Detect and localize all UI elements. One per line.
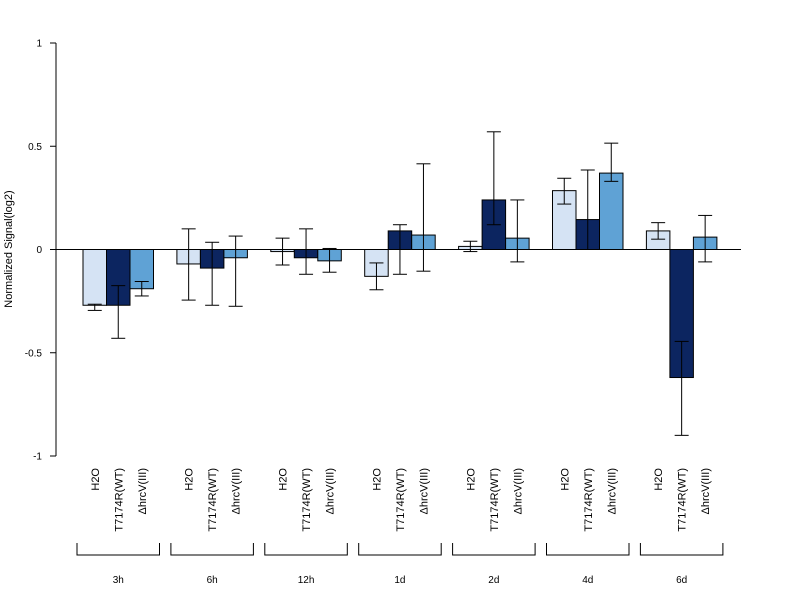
category-label: ΔhrcV(III) <box>512 468 524 514</box>
x-labels: H2O T7174R(WT) ΔhrcV(III) H2O T7174R(WT) Δhrc… <box>90 468 712 532</box>
category-label: ΔhrcV(III) <box>418 468 430 514</box>
y-axis: 1 0.5 0 -0.5 -1 <box>25 39 57 463</box>
group-label: 3h <box>113 575 124 586</box>
group-bracket <box>170 543 254 556</box>
group-bracket <box>546 543 630 556</box>
y-tick-label: -0.5 <box>25 348 43 359</box>
y-tick-label: 0 <box>36 245 42 256</box>
group-bracket <box>264 543 348 556</box>
y-tick-label: 1 <box>36 39 42 50</box>
category-label: H2O <box>278 468 290 491</box>
group-label: 1d <box>394 575 405 586</box>
category-label: ΔhrcV(III) <box>606 468 618 514</box>
group-bracket <box>358 543 442 556</box>
category-label: T7174R(WT) <box>207 468 219 532</box>
category-label: T7174R(WT) <box>113 468 125 532</box>
group-label: 4d <box>582 575 593 586</box>
group-brackets: 3h 6h 12h 1d 2d 4d 6d <box>76 543 724 586</box>
category-label: ΔhrcV(III) <box>700 468 712 514</box>
bars <box>56 172 741 379</box>
group-label: 2d <box>488 575 499 586</box>
category-label: H2O <box>371 468 383 491</box>
category-label: H2O <box>653 468 665 491</box>
category-label: ΔhrcV(III) <box>325 468 337 514</box>
category-label: T7174R(WT) <box>489 468 501 532</box>
category-label: T7174R(WT) <box>301 468 313 532</box>
category-label: ΔhrcV(III) <box>137 468 149 514</box>
group-label: 6d <box>676 575 687 586</box>
category-label: T7174R(WT) <box>583 468 595 532</box>
category-label: H2O <box>184 468 196 491</box>
category-label: H2O <box>90 468 102 491</box>
group-label: 12h <box>298 575 315 586</box>
group-bracket <box>76 543 160 556</box>
y-tick-label: -1 <box>33 452 42 463</box>
error-bars <box>87 131 713 436</box>
group-bracket <box>639 543 724 556</box>
group-bracket <box>452 543 536 556</box>
category-label: H2O <box>465 468 477 491</box>
bar <box>599 172 624 250</box>
category-label: T7174R(WT) <box>395 468 407 532</box>
group-label: 6h <box>207 575 218 586</box>
bar <box>82 249 107 306</box>
category-label: H2O <box>559 468 571 491</box>
y-tick-label: 0.5 <box>28 142 42 153</box>
y-axis-title: Normalized Signal(log2) <box>3 190 15 307</box>
category-label: ΔhrcV(III) <box>231 468 243 514</box>
category-label: T7174R(WT) <box>677 468 689 532</box>
